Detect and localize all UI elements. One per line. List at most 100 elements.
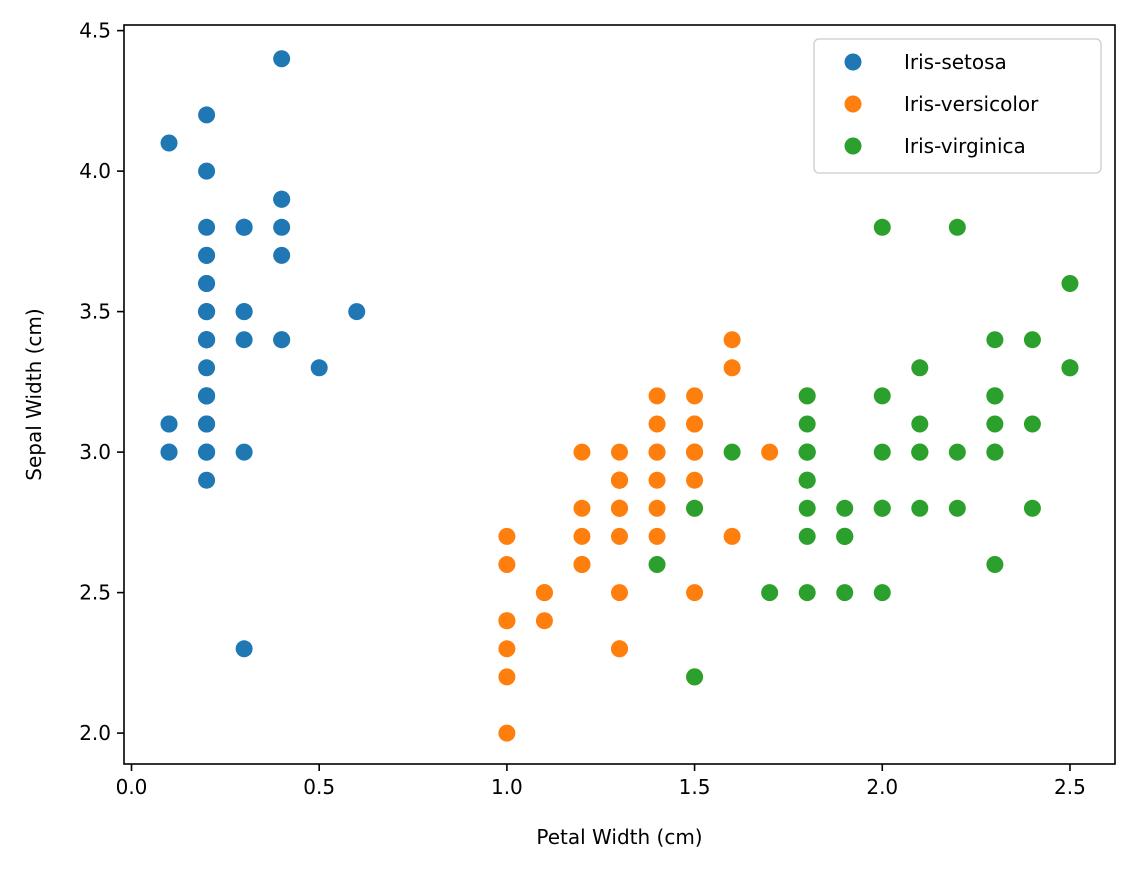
virginica-point	[986, 555, 1004, 573]
versicolor-point	[498, 668, 516, 686]
versicolor-point	[611, 584, 628, 602]
virginica-point	[948, 443, 966, 461]
setosa-point	[235, 218, 253, 236]
versicolor-point	[573, 443, 591, 461]
legend-marker-versicolor	[844, 95, 862, 113]
versicolor-point	[648, 527, 666, 545]
versicolor-point	[723, 527, 741, 545]
virginica-point	[798, 415, 816, 433]
setosa-point	[198, 359, 216, 377]
setosa-point	[273, 50, 291, 68]
versicolor-point	[648, 443, 666, 461]
virginica-point	[873, 499, 891, 517]
versicolor-point	[498, 555, 516, 573]
virginica-point	[1061, 275, 1079, 293]
versicolor-point	[723, 331, 741, 349]
plot-frame	[123, 24, 1116, 765]
virginica-point	[911, 359, 929, 377]
versicolor-point	[535, 584, 553, 602]
versicolor-point	[611, 640, 628, 658]
versicolor-point	[686, 584, 704, 602]
y-tick-label: 4.5	[79, 19, 111, 43]
versicolor-point	[686, 415, 704, 433]
virginica-point	[836, 499, 854, 517]
data-points	[160, 50, 1079, 742]
setosa-point	[235, 331, 253, 349]
versicolor-point	[573, 527, 591, 545]
virginica-point	[723, 443, 741, 461]
versicolor-point	[498, 612, 516, 630]
versicolor-point	[648, 415, 666, 433]
virginica-point	[986, 415, 1004, 433]
virginica-point	[836, 584, 854, 602]
x-tick-label: 0.5	[303, 775, 335, 799]
versicolor-point	[686, 387, 704, 405]
y-tick-label: 2.0	[79, 721, 111, 745]
versicolor-point	[498, 640, 516, 658]
series-setosa	[160, 50, 366, 658]
virginica-point	[986, 387, 1004, 405]
legend-label-setosa: Iris-setosa	[904, 50, 1007, 74]
setosa-point	[198, 331, 216, 349]
virginica-point	[873, 387, 891, 405]
setosa-point	[160, 415, 178, 433]
setosa-point	[310, 359, 328, 377]
setosa-point	[160, 443, 178, 461]
virginica-point	[873, 584, 891, 602]
versicolor-point	[648, 499, 666, 517]
setosa-point	[198, 471, 216, 489]
virginica-point	[986, 443, 1004, 461]
y-tick-label: 3.0	[79, 440, 111, 464]
versicolor-point	[648, 471, 666, 489]
virginica-point	[836, 527, 854, 545]
virginica-point	[798, 584, 816, 602]
setosa-point	[198, 415, 216, 433]
versicolor-point	[611, 499, 628, 517]
setosa-point	[273, 218, 291, 236]
setosa-point	[348, 303, 366, 321]
virginica-point	[798, 387, 816, 405]
series-virginica	[648, 218, 1079, 686]
versicolor-point	[686, 471, 704, 489]
setosa-point	[273, 190, 291, 208]
legend: Iris-setosa Iris-versicolor Iris-virgini…	[813, 38, 1102, 174]
versicolor-point	[611, 527, 628, 545]
virginica-point	[948, 499, 966, 517]
y-tick-label: 4.0	[79, 159, 111, 183]
setosa-point	[198, 275, 216, 293]
y-tick-label: 3.5	[79, 300, 111, 324]
versicolor-point	[573, 555, 591, 573]
x-tick-label: 0.0	[116, 775, 148, 799]
setosa-point	[235, 640, 253, 658]
setosa-point	[198, 303, 216, 321]
versicolor-point	[723, 359, 741, 377]
virginica-point	[911, 443, 929, 461]
setosa-point	[198, 106, 216, 124]
virginica-point	[798, 443, 816, 461]
y-tick-label: 2.5	[79, 581, 111, 605]
versicolor-point	[498, 527, 516, 545]
virginica-point	[798, 527, 816, 545]
virginica-point	[798, 471, 816, 489]
virginica-point	[686, 668, 704, 686]
versicolor-point	[611, 471, 628, 489]
setosa-point	[273, 246, 291, 264]
setosa-point	[160, 134, 178, 152]
setosa-point	[198, 218, 216, 236]
virginica-point	[911, 415, 929, 433]
versicolor-point	[686, 443, 704, 461]
virginica-point	[948, 218, 966, 236]
virginica-point	[1023, 499, 1041, 517]
versicolor-point	[761, 443, 779, 461]
virginica-point	[798, 499, 816, 517]
x-tick-label: 2.0	[866, 775, 898, 799]
setosa-point	[273, 331, 291, 349]
virginica-point	[1023, 331, 1041, 349]
y-axis-label: Sepal Width (cm)	[22, 308, 46, 480]
virginica-point	[761, 584, 779, 602]
setosa-point	[198, 246, 216, 264]
axis-ticks: 0.0 0.5 1.0 1.5 2.0 2.5 2.0 2.5 3.0 3.5 4.0 4.5	[79, 19, 1086, 799]
versicolor-point	[611, 443, 628, 461]
